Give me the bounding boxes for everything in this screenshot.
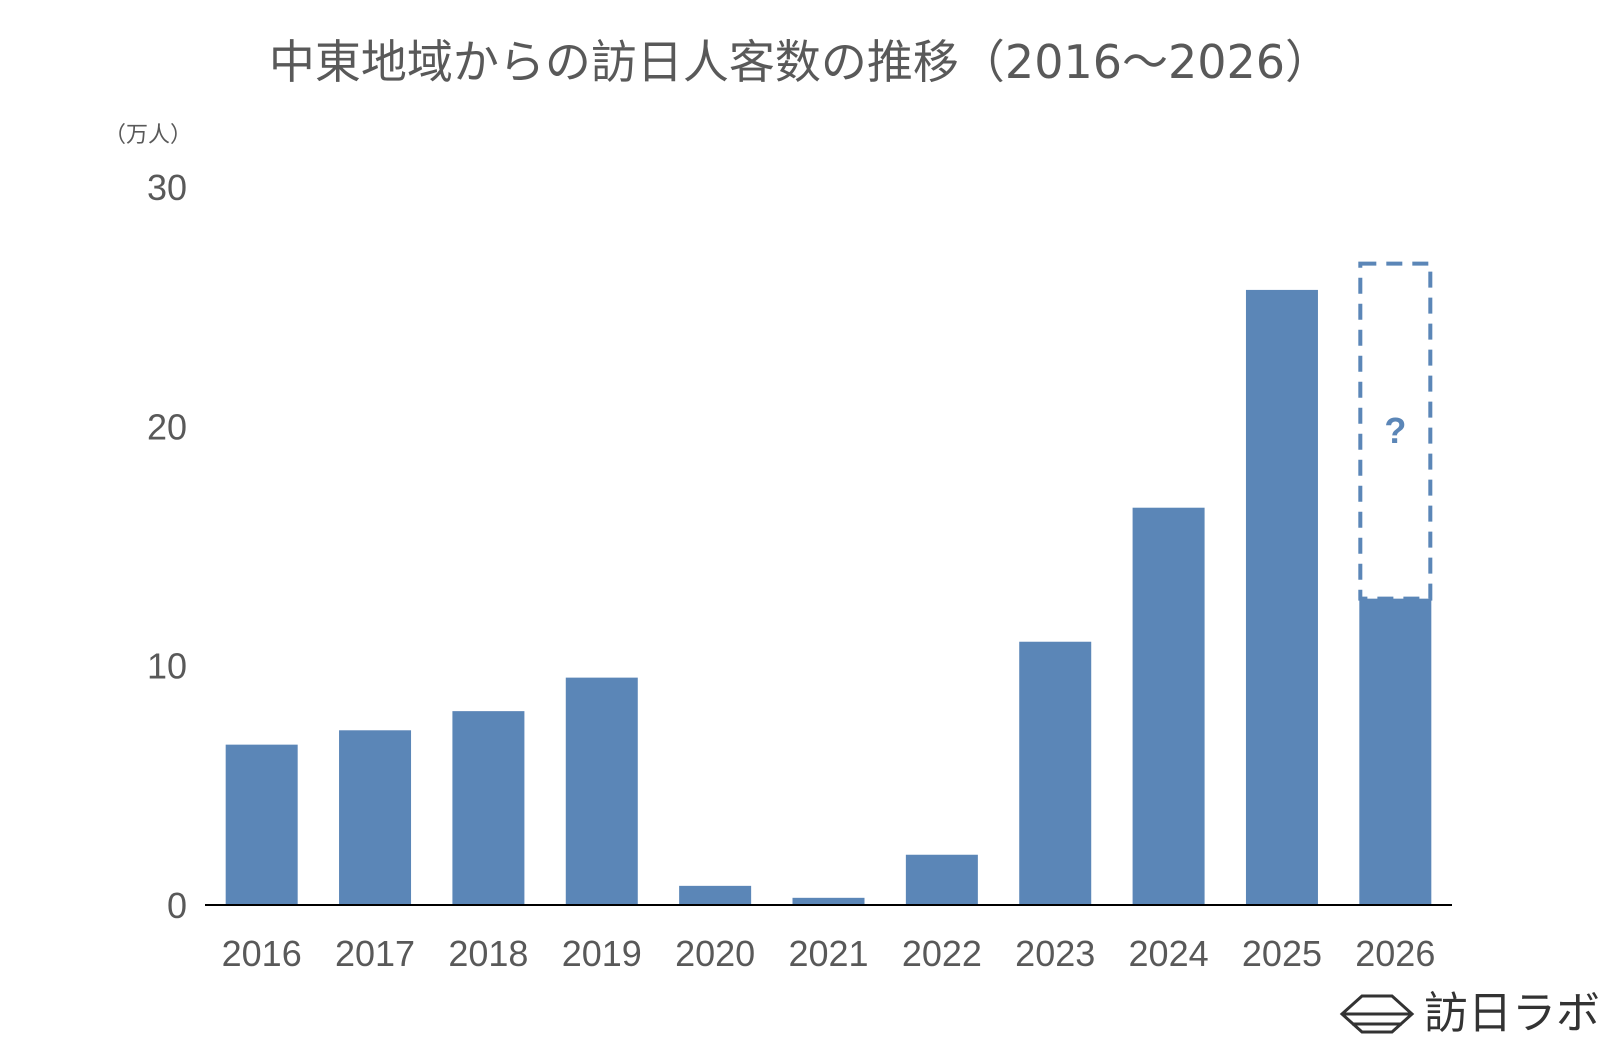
x-axis-ticks: 2016 2017 2018 2019 2020 2021 2022 2023 2024 2025… xyxy=(222,933,1436,974)
x-tick-label: 2019 xyxy=(562,933,642,974)
bar-2019 xyxy=(565,677,638,905)
x-tick-label: 2018 xyxy=(448,933,528,974)
y-tick-label: 20 xyxy=(147,406,187,447)
bar-2022 xyxy=(905,854,978,905)
projection-outline xyxy=(1358,261,1433,601)
x-tick-label: 2021 xyxy=(788,933,868,974)
y-axis-ticks: 0 10 20 30 xyxy=(147,167,187,926)
x-tick-label: 2020 xyxy=(675,933,755,974)
bar-2020 xyxy=(679,885,752,905)
x-tick-label: 2016 xyxy=(222,933,302,974)
bar-2018 xyxy=(452,711,525,905)
logo-text: 訪日ラボ xyxy=(1424,988,1600,1039)
y-tick-label: 10 xyxy=(147,646,187,687)
chart-title: 中東地域からの訪日人客数の推移（2016～2026） xyxy=(269,35,1331,89)
projection-group: ? xyxy=(1358,261,1433,601)
y-tick-label: 0 xyxy=(167,885,187,926)
bar-2021 xyxy=(792,897,865,905)
bar-2024 xyxy=(1132,507,1205,905)
x-tick-label: 2025 xyxy=(1242,933,1322,974)
bars-group xyxy=(225,289,1432,905)
bar-2026 xyxy=(1359,598,1432,905)
x-tick-label: 2017 xyxy=(335,933,415,974)
x-tick-label: 2024 xyxy=(1129,933,1209,974)
y-tick-label: 30 xyxy=(147,167,187,208)
bar-2016 xyxy=(225,744,298,905)
projection-label: ? xyxy=(1384,410,1406,451)
hexagon-logo-icon xyxy=(1339,994,1415,1034)
x-tick-label: 2026 xyxy=(1355,933,1435,974)
bar-2023 xyxy=(1019,641,1092,905)
x-tick-label: 2022 xyxy=(902,933,982,974)
bar-2017 xyxy=(339,730,412,905)
bar-2025 xyxy=(1245,289,1318,905)
x-tick-label: 2023 xyxy=(1015,933,1095,974)
site-logo: 訪日ラボ xyxy=(1339,988,1600,1039)
y-unit-label: （万人） xyxy=(104,123,192,148)
